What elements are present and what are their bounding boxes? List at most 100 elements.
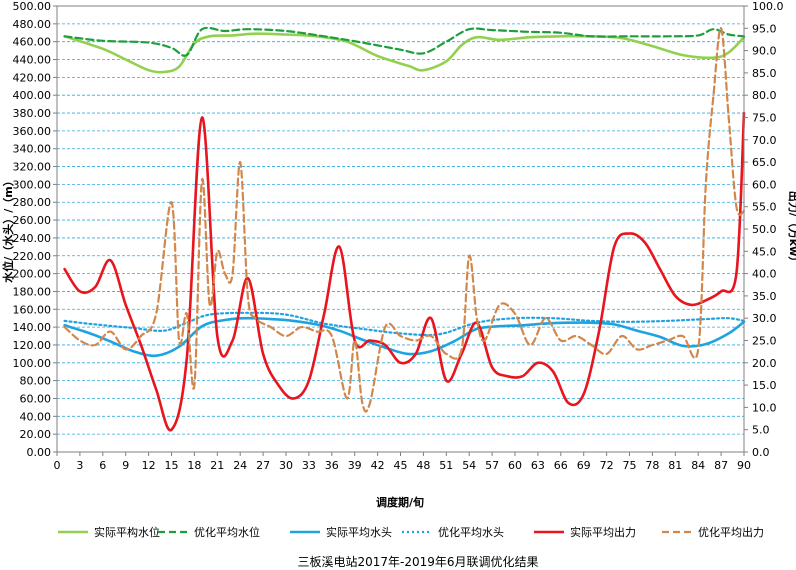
y-left-axis-title: 水位/（水头）/（m） xyxy=(1,175,15,283)
y-right-tick-label: 30.0 xyxy=(752,312,777,325)
y-right-tick-label: 60.0 xyxy=(752,178,777,191)
y-left-tick-label: 460.00 xyxy=(13,36,52,49)
y-right-tick-label: 70.0 xyxy=(752,134,777,147)
y-left-tick-label: 380.00 xyxy=(13,107,52,120)
y-right-tick-label: 55.0 xyxy=(752,201,777,214)
y-left-tick-label: 280.00 xyxy=(13,196,52,209)
y-right-tick-label: 75.0 xyxy=(752,112,777,125)
series-line-3 xyxy=(63,316,746,358)
y-right-tick-label: 50.0 xyxy=(752,223,777,236)
series-line-6 xyxy=(63,27,746,413)
x-tick-label: 0 xyxy=(54,459,61,472)
y-right-tick-label: 20.0 xyxy=(752,357,777,370)
x-tick-label: 72 xyxy=(600,459,614,472)
x-tick-label: 9 xyxy=(122,459,129,472)
y-right-tick-label: 85.0 xyxy=(752,67,777,80)
x-tick-label: 18 xyxy=(187,459,201,472)
y-left-tick-label: 140.00 xyxy=(13,321,52,334)
x-tick-label: 12 xyxy=(142,459,156,472)
x-tick-label: 66 xyxy=(554,459,568,472)
y-right-axis-title: 出力/（万kw） xyxy=(787,191,796,268)
x-tick-label: 3 xyxy=(76,459,83,472)
y-left-tick-label: 200.00 xyxy=(13,268,52,281)
chart-caption: 三板溪电站2017年-2019年6月联调优化结果 xyxy=(297,555,538,569)
y-left-tick-label: 260.00 xyxy=(13,214,52,227)
x-tick-label: 36 xyxy=(325,459,339,472)
y-left-tick-label: 420.00 xyxy=(13,71,52,84)
legend-label-2: 优化平均水位 xyxy=(194,525,260,539)
y-right-tick-label: 65.0 xyxy=(752,156,777,169)
y-right-tick-label: 25.0 xyxy=(752,335,777,348)
y-right-tick-label: 35.0 xyxy=(752,290,777,303)
y-left-tick-label: 120.00 xyxy=(13,339,52,352)
x-ticks: 0 3 6 9 12 15 18 21 24 27 30 33 36 39 42 45 48 51 54 57 60 63… xyxy=(54,452,751,472)
x-tick-label: 54 xyxy=(462,459,476,472)
x-tick-label: 45 xyxy=(394,459,408,472)
y-left-ticks: 0.00 20.00 40.00 60.00 80.00 100.00 120.00 140.… xyxy=(13,0,57,459)
x-tick-label: 69 xyxy=(577,459,591,472)
y-right-ticks: 0.0 5.0 10.0 15.0 20.0 25.0 30.0 35.0 40.0 45.0 50… xyxy=(744,0,784,459)
legend-label-1: 实际平构水位 xyxy=(94,525,160,539)
x-tick-label: 48 xyxy=(416,459,430,472)
x-tick-label: 87 xyxy=(714,459,728,472)
y-right-tick-label: 40.0 xyxy=(752,268,777,281)
legend-label-6: 优化平均出力 xyxy=(698,525,764,539)
legend-label-3: 实际平均水头 xyxy=(326,525,392,539)
y-left-tick-label: 240.00 xyxy=(13,232,52,245)
x-tick-label: 90 xyxy=(737,459,751,472)
x-tick-label: 30 xyxy=(279,459,293,472)
y-left-tick-label: 300.00 xyxy=(13,178,52,191)
x-tick-label: 57 xyxy=(485,459,499,472)
x-tick-label: 84 xyxy=(691,459,705,472)
y-left-tick-label: 180.00 xyxy=(13,285,52,298)
x-tick-label: 63 xyxy=(531,459,545,472)
legend: 实际平构水位 优化平均水位 实际平均水头 优化平均水头 实际平均出力 优化平均出力 xyxy=(58,525,764,539)
y-right-tick-label: 95.0 xyxy=(752,22,777,35)
x-tick-label: 24 xyxy=(233,459,247,472)
y-left-tick-label: 60.00 xyxy=(20,392,52,405)
y-right-tick-label: 10.0 xyxy=(752,401,777,414)
y-right-tick-label: 90.0 xyxy=(752,45,777,58)
y-left-tick-label: 220.00 xyxy=(13,250,52,263)
y-left-tick-label: 340.00 xyxy=(13,143,52,156)
y-left-tick-label: 360.00 xyxy=(13,125,52,138)
y-right-tick-label: 80.0 xyxy=(752,89,777,102)
y-left-tick-label: 20.00 xyxy=(20,428,52,441)
y-left-tick-label: 160.00 xyxy=(13,303,52,316)
x-tick-label: 78 xyxy=(645,459,659,472)
series-line-2 xyxy=(63,26,746,57)
y-left-tick-label: 320.00 xyxy=(13,161,52,174)
series-line-1 xyxy=(63,32,746,74)
x-tick-label: 6 xyxy=(99,459,106,472)
x-tick-label: 51 xyxy=(439,459,453,472)
y-left-tick-label: 40.00 xyxy=(20,410,52,423)
y-left-tick-label: 400.00 xyxy=(13,89,52,102)
y-right-tick-label: 100.0 xyxy=(752,0,784,13)
series-line-5 xyxy=(63,111,746,432)
x-tick-label: 15 xyxy=(165,459,179,472)
series-layer xyxy=(63,26,746,432)
y-right-tick-label: 15.0 xyxy=(752,379,777,392)
y-right-tick-label: 0.0 xyxy=(752,446,770,459)
y-left-tick-label: 440.00 xyxy=(13,54,52,67)
x-tick-label: 39 xyxy=(348,459,362,472)
x-tick-label: 27 xyxy=(256,459,270,472)
y-left-tick-label: 0.00 xyxy=(27,446,52,459)
x-tick-label: 42 xyxy=(371,459,385,472)
y-right-tick-label: 5.0 xyxy=(752,424,770,437)
x-tick-label: 33 xyxy=(302,459,316,472)
x-tick-label: 60 xyxy=(508,459,522,472)
x-tick-label: 21 xyxy=(210,459,224,472)
series-line-4 xyxy=(63,311,746,337)
legend-label-4: 优化平均水头 xyxy=(438,525,504,539)
y-left-tick-label: 100.00 xyxy=(13,357,52,370)
x-tick-label: 75 xyxy=(623,459,637,472)
legend-label-5: 实际平均出力 xyxy=(570,525,636,539)
y-left-tick-label: 480.00 xyxy=(13,18,52,31)
y-left-tick-label: 500.00 xyxy=(13,0,52,13)
x-axis-title: 调度期/旬 xyxy=(376,495,424,509)
y-left-tick-label: 80.00 xyxy=(20,375,52,388)
x-tick-label: 81 xyxy=(668,459,682,472)
